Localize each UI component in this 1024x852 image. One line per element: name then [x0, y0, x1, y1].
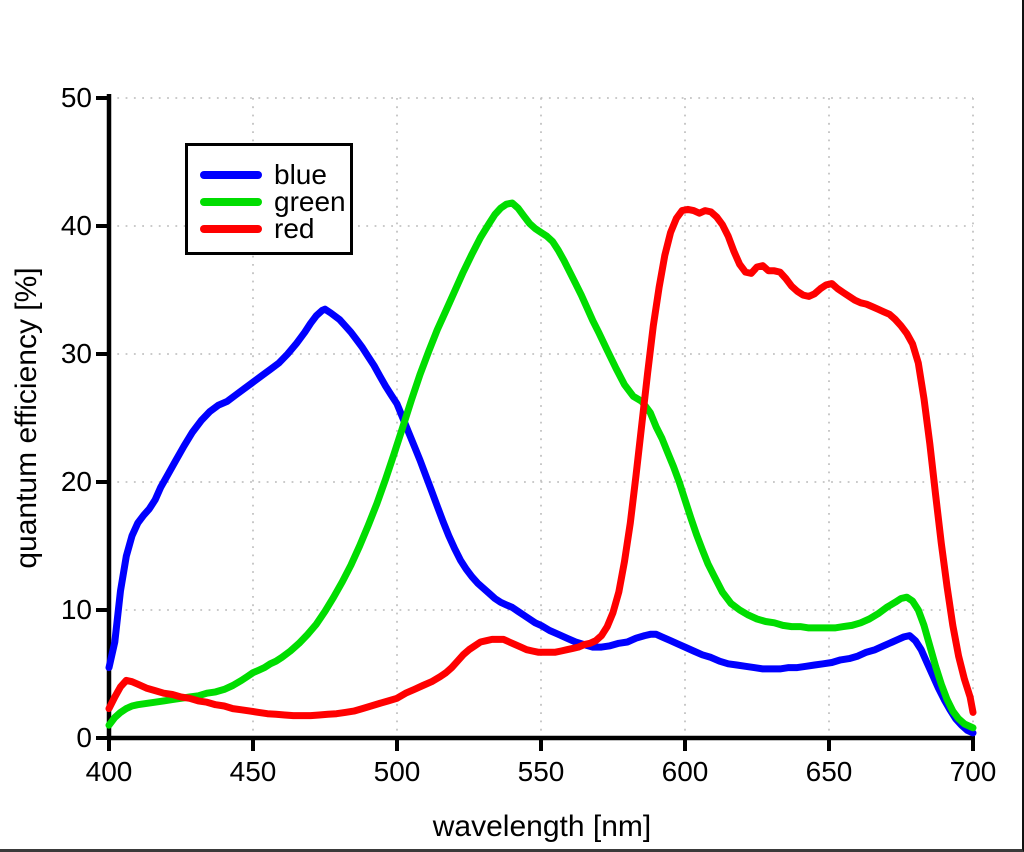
legend-item-green: green [188, 186, 350, 217]
legend-label: green [274, 186, 346, 217]
green-line-swatch [200, 197, 262, 206]
legend-item-red: red [188, 213, 350, 244]
blue-curve [105, 305, 977, 737]
legend-item-blue: blue [188, 159, 350, 190]
red-curve [105, 205, 977, 720]
legend-box: blue green red [185, 143, 353, 255]
legend-label: red [274, 213, 315, 244]
legend-label: blue [274, 159, 327, 190]
red-line-swatch [200, 224, 262, 233]
green-curve [105, 199, 977, 732]
blue-line-swatch [200, 170, 262, 179]
